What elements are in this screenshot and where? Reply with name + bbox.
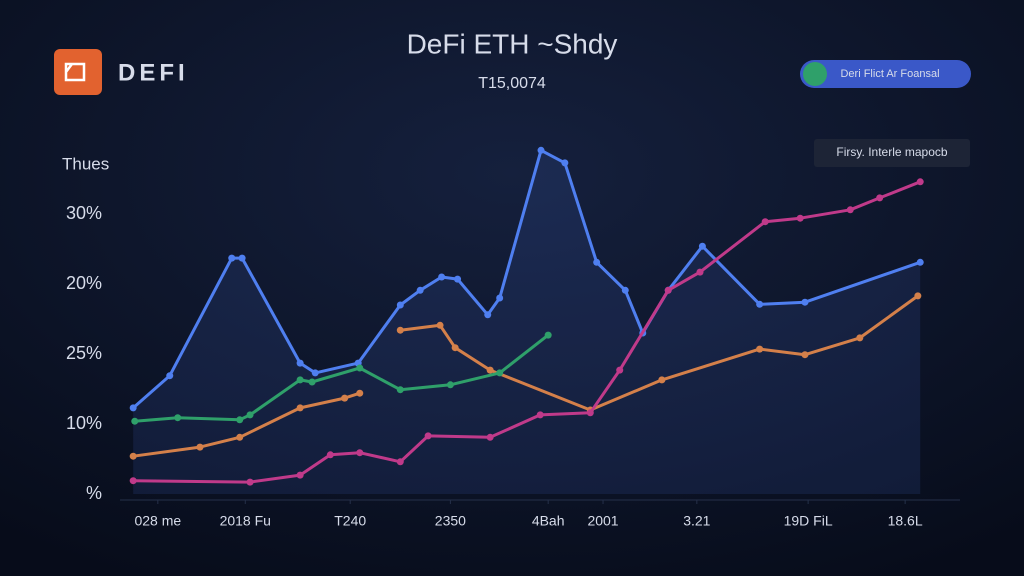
button-dot [803,62,827,86]
point [616,366,624,374]
point [916,258,924,266]
logo-icon [54,49,102,95]
point [296,471,304,479]
point [416,286,424,294]
point [756,300,764,308]
point [311,369,319,377]
point [916,178,924,186]
y-tick-label: 30% [66,203,102,223]
y-tick-label: 10% [66,413,102,433]
point [396,326,404,334]
logo-glyph [64,62,86,82]
point [228,254,236,262]
x-tick-label: 2001 [587,513,618,529]
point [454,275,462,283]
point [801,298,809,306]
point [756,345,764,353]
point [486,366,494,374]
point [196,443,204,451]
point [914,292,922,300]
point [856,334,864,342]
point [658,376,666,384]
y-tick-label: 20% [66,273,102,293]
point [451,344,459,352]
button-label: Deri Flict Ar Foansal [840,68,939,80]
point [436,321,444,329]
y-tick-label: % [86,483,102,503]
point [801,351,809,359]
point [129,477,137,485]
x-tick-label: 028 me [134,513,181,529]
line [400,294,919,412]
point [484,311,492,319]
point [544,331,552,339]
point [621,286,629,294]
x-tick-label: 3.21 [683,513,710,529]
point [396,301,404,309]
point [876,194,884,202]
point [174,414,182,422]
note: Firsy. Interle mapocb [836,145,947,159]
point [424,432,432,440]
x-tick-label: 19D FiL [784,513,833,529]
point [238,254,246,262]
point [761,218,769,226]
point [698,242,706,250]
point [356,389,364,397]
point [593,258,601,266]
point [586,409,594,417]
point [129,404,137,412]
point [341,394,349,402]
point [356,449,364,457]
point [131,417,139,425]
x-tick-label: T240 [334,513,366,529]
point [356,364,364,372]
point [396,386,404,394]
point [438,273,446,281]
line [133,180,921,484]
point [496,294,504,302]
note-box [814,139,970,167]
title: DeFi ETH ~Shdy [407,28,618,59]
point [696,268,704,276]
x-tick-label: 2018 Fu [220,513,271,529]
point [296,359,304,367]
point [496,369,504,377]
point [296,404,304,412]
point [236,416,244,424]
x-tick-label: 4Bah [532,513,565,529]
point [129,452,137,460]
point [296,376,304,384]
point [446,381,454,389]
y-axis-label: Thues [62,154,109,173]
point [536,411,544,419]
point [308,378,316,386]
point [396,458,404,466]
point [561,159,569,167]
point [236,433,244,441]
point [664,286,672,294]
logo-text: DEFI [118,59,189,86]
point [486,433,494,441]
y-tick-label: 25% [66,343,102,363]
legend-button[interactable] [800,60,971,88]
point [246,411,254,419]
x-tick-label: 18.6L [888,513,923,529]
point [166,372,174,380]
point [246,478,254,486]
point [796,214,804,222]
point [326,451,334,459]
x-tick-label: 2350 [435,513,466,529]
point [537,146,545,154]
point [846,206,854,214]
area [133,150,921,495]
subtitle: T15,0074 [478,75,546,92]
